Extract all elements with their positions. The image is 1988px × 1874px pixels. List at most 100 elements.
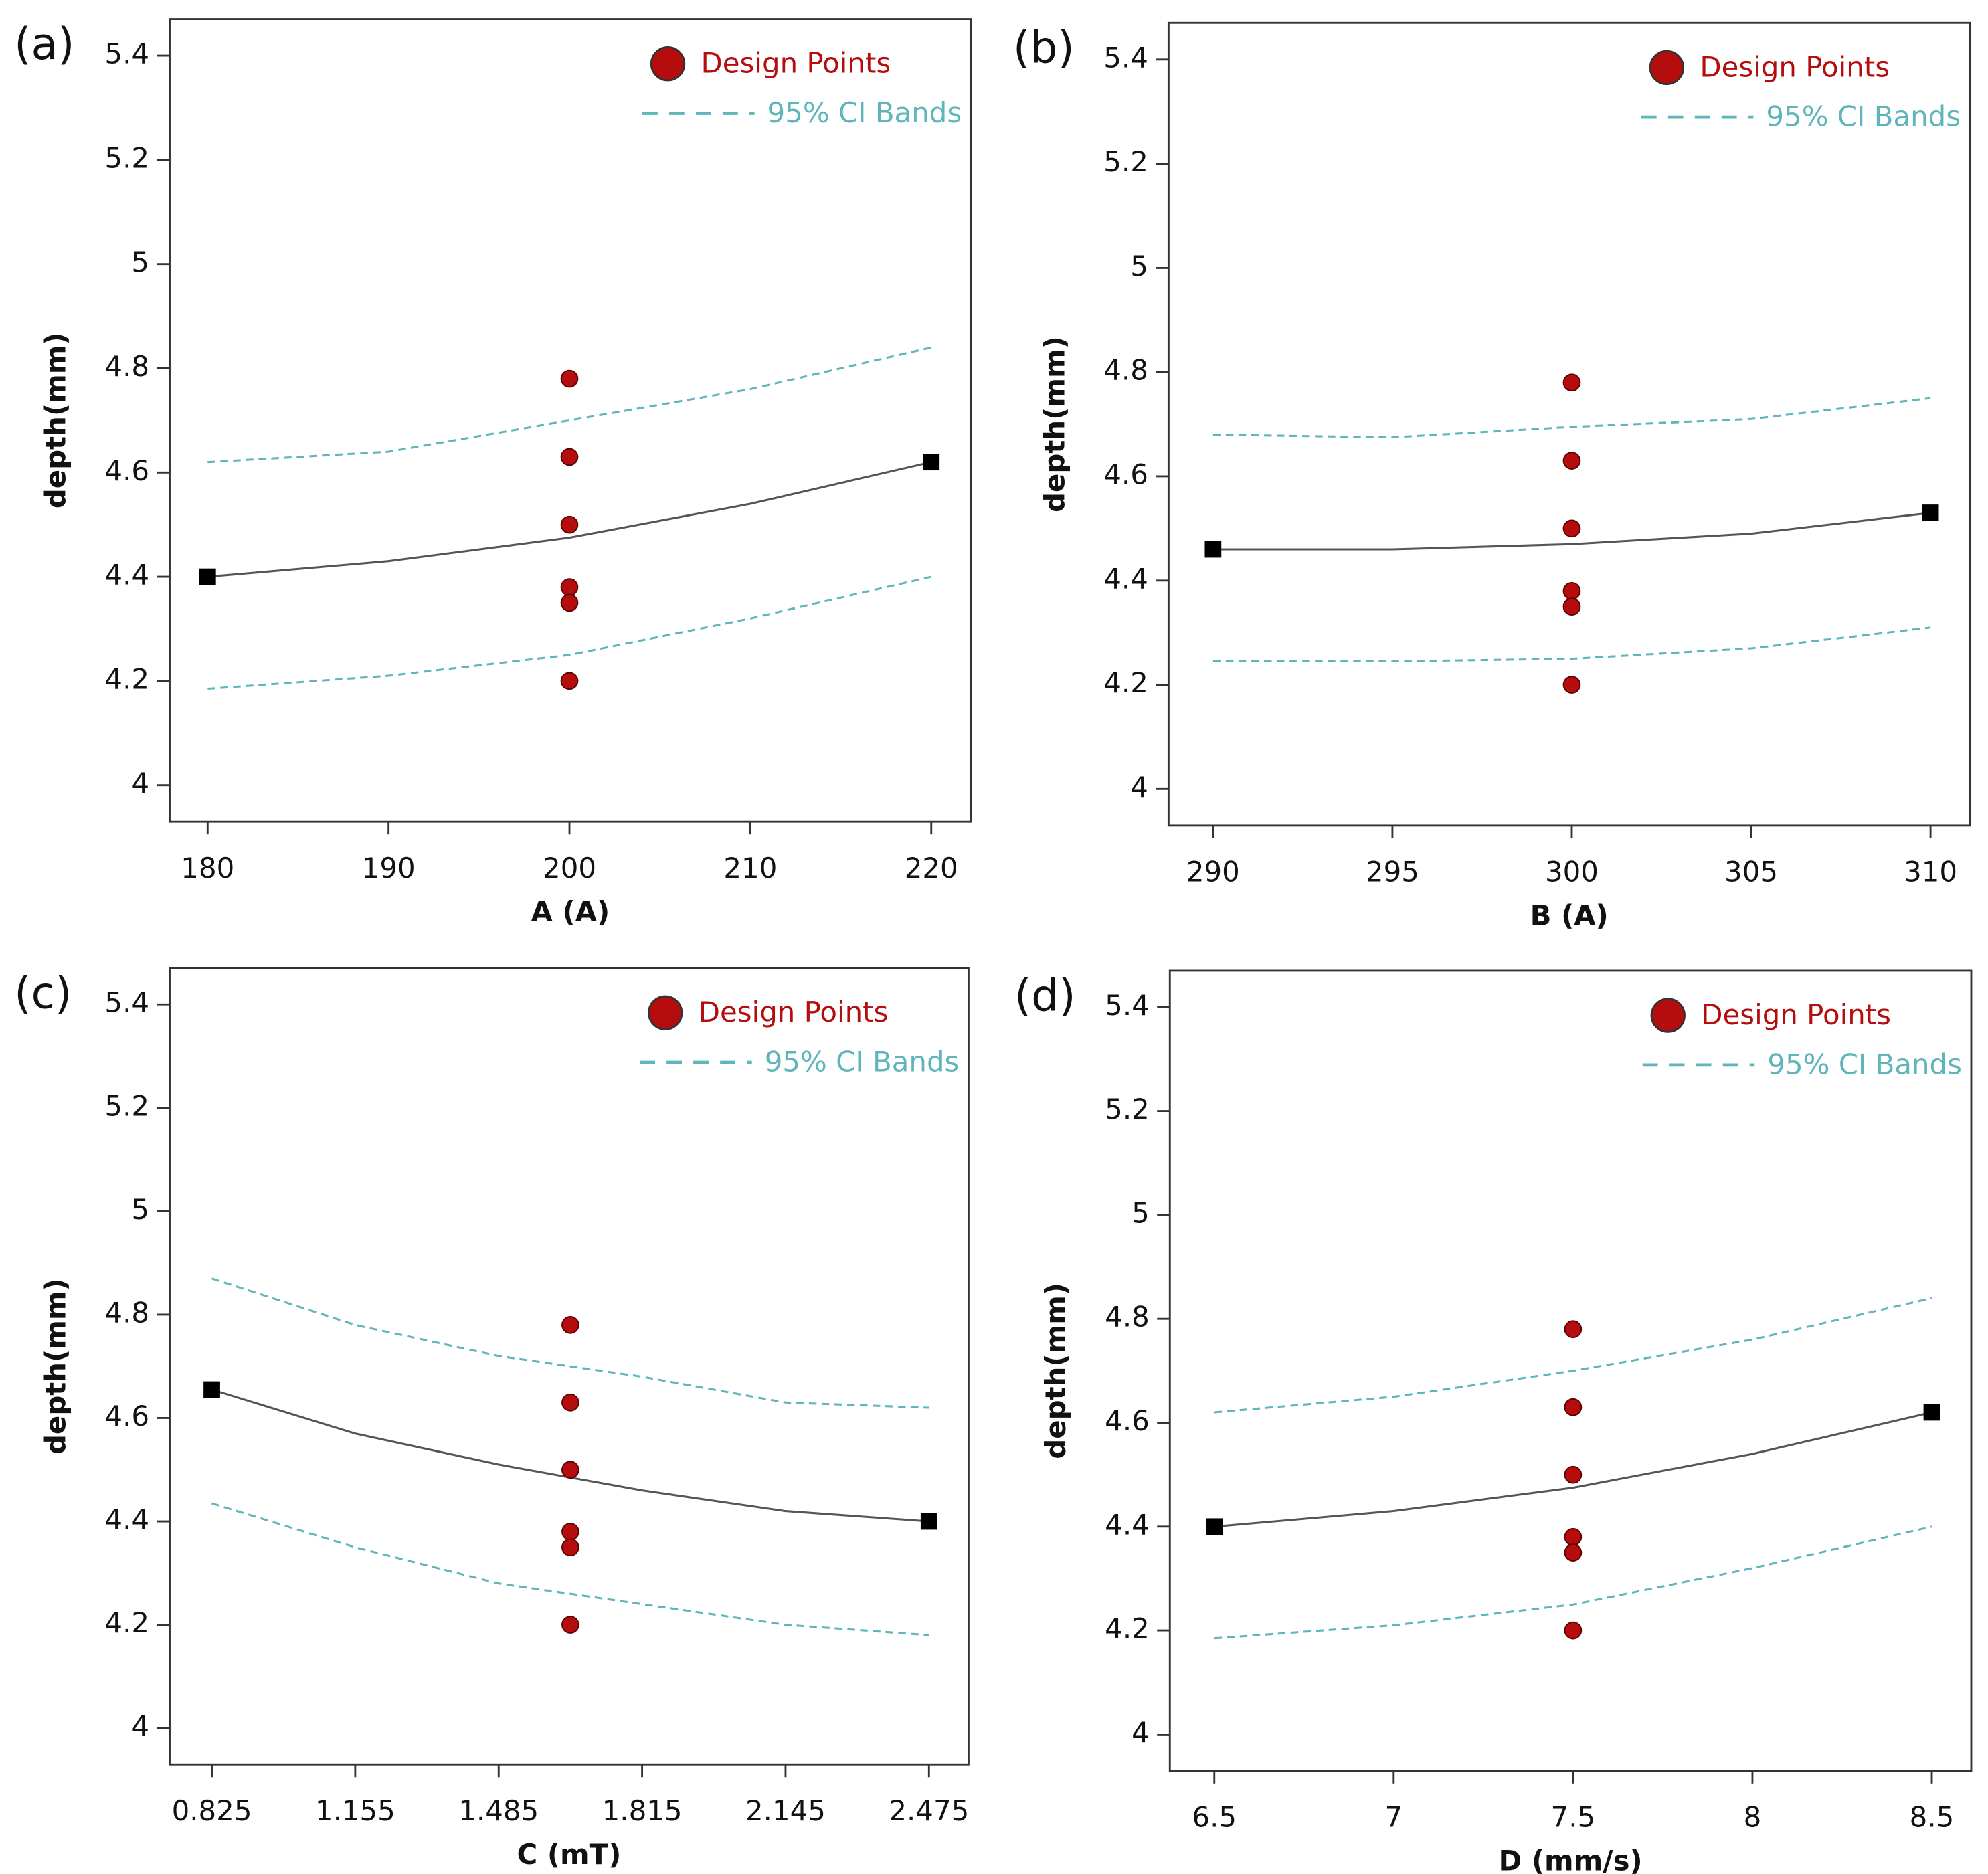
x-tick-label: 7.5 bbox=[1551, 1801, 1596, 1834]
legend-marker bbox=[650, 46, 686, 82]
x-axis-label: D (mm/s) bbox=[1499, 1844, 1643, 1874]
x-tick-label: 1.155 bbox=[315, 1794, 395, 1827]
y-tick-label: 4.8 bbox=[104, 1296, 149, 1329]
design-point bbox=[560, 578, 579, 596]
y-tick-label: 5 bbox=[1130, 250, 1148, 282]
design-point bbox=[560, 448, 579, 466]
y-tick-label: 5.2 bbox=[104, 141, 149, 174]
design-point bbox=[1564, 1398, 1583, 1416]
y-tick-label: 4.4 bbox=[104, 559, 149, 591]
plot-frame bbox=[1168, 969, 1973, 1772]
legend-marker bbox=[1650, 998, 1686, 1033]
y-tick-label: 4.4 bbox=[1105, 1508, 1150, 1541]
x-tick-label: 310 bbox=[1904, 856, 1957, 888]
plot-frame bbox=[1167, 21, 1971, 827]
fit-endpoint bbox=[199, 568, 216, 585]
design-point bbox=[1562, 373, 1581, 392]
design-point bbox=[560, 593, 579, 612]
x-tick-label: 1.485 bbox=[458, 1794, 539, 1827]
x-tick-label: 295 bbox=[1366, 856, 1419, 888]
ci-band-upper bbox=[1214, 1297, 1932, 1414]
x-tick-label: 180 bbox=[181, 852, 234, 884]
ci-band-upper bbox=[211, 1277, 929, 1409]
y-tick-label: 4.8 bbox=[1103, 354, 1148, 387]
ci-band-lower bbox=[1214, 1525, 1932, 1640]
x-tick-label: 8 bbox=[1744, 1801, 1762, 1834]
y-tick-label: 4.2 bbox=[1103, 666, 1148, 699]
ci-band-lower bbox=[207, 575, 932, 690]
x-tick-label: 305 bbox=[1724, 856, 1778, 888]
x-tick-label: 210 bbox=[723, 852, 777, 884]
fit-endpoint bbox=[203, 1381, 220, 1398]
y-tick-label: 4 bbox=[1132, 1716, 1150, 1749]
design-point bbox=[1564, 1543, 1583, 1562]
y-tick-label: 4.6 bbox=[104, 454, 149, 487]
fit-endpoint bbox=[1922, 504, 1939, 521]
fit-endpoint bbox=[1204, 541, 1222, 558]
x-tick-label: 220 bbox=[905, 852, 958, 884]
x-tick-label: 6.5 bbox=[1192, 1801, 1237, 1834]
y-tick-label: 5.2 bbox=[1103, 145, 1148, 178]
fit-line bbox=[1214, 1411, 1932, 1528]
fit-line bbox=[207, 461, 932, 578]
y-tick-label: 4.2 bbox=[104, 662, 149, 695]
design-point bbox=[1562, 582, 1581, 600]
fit-endpoint bbox=[1206, 1518, 1223, 1535]
design-point bbox=[1564, 1320, 1583, 1339]
design-point bbox=[1564, 1528, 1583, 1546]
design-point bbox=[560, 515, 579, 534]
fit-endpoint bbox=[923, 454, 940, 471]
y-tick-label: 4.4 bbox=[1103, 562, 1148, 595]
legend-label: 95% CI Bands bbox=[1767, 1048, 1962, 1081]
legend-label: Design Points bbox=[1700, 50, 1890, 83]
x-tick-label: 1.815 bbox=[602, 1794, 683, 1827]
panel-label: (d) bbox=[1014, 971, 1076, 1021]
panel-label: (c) bbox=[14, 969, 72, 1019]
x-tick-label: 2.145 bbox=[745, 1794, 826, 1827]
y-tick-label: 4.6 bbox=[1103, 458, 1148, 490]
y-tick-label: 4.6 bbox=[104, 1400, 149, 1432]
x-tick-label: 290 bbox=[1186, 856, 1240, 888]
design-point bbox=[1562, 597, 1581, 616]
plot-frame bbox=[169, 18, 972, 823]
legend-label: Design Points bbox=[701, 47, 891, 80]
x-axis-label: B (A) bbox=[1530, 899, 1609, 931]
design-point bbox=[1562, 452, 1581, 470]
x-tick-label: 0.825 bbox=[172, 1794, 252, 1827]
y-tick-label: 5.4 bbox=[104, 37, 149, 70]
y-tick-label: 5.4 bbox=[1105, 989, 1150, 1022]
x-tick-label: 300 bbox=[1545, 856, 1599, 888]
y-tick-label: 4.4 bbox=[104, 1503, 149, 1536]
design-point bbox=[560, 369, 579, 388]
y-axis-label: depth(mm) bbox=[1038, 336, 1071, 512]
x-tick-label: 200 bbox=[543, 852, 596, 884]
y-tick-label: 4.8 bbox=[1105, 1301, 1150, 1333]
y-axis-label: depth(mm) bbox=[1039, 1283, 1072, 1459]
y-tick-label: 4 bbox=[131, 1710, 149, 1743]
y-tick-label: 5.4 bbox=[1103, 41, 1148, 74]
legend-label: Design Points bbox=[699, 996, 889, 1028]
ci-band-upper bbox=[207, 346, 932, 464]
legend-label: 95% CI Bands bbox=[767, 96, 962, 129]
y-tick-label: 5.2 bbox=[104, 1089, 149, 1122]
design-point bbox=[1562, 676, 1581, 694]
design-point bbox=[561, 1461, 579, 1479]
y-tick-label: 5 bbox=[131, 246, 149, 278]
x-tick-label: 2.475 bbox=[889, 1794, 969, 1827]
ci-band-lower bbox=[211, 1502, 929, 1636]
fit-endpoint bbox=[920, 1513, 937, 1530]
legend-label: 95% CI Bands bbox=[765, 1045, 960, 1078]
y-tick-label: 5.4 bbox=[104, 986, 149, 1019]
legend-label: 95% CI Bands bbox=[1766, 100, 1961, 133]
y-tick-label: 5 bbox=[1132, 1196, 1150, 1229]
y-tick-label: 4.2 bbox=[104, 1606, 149, 1639]
design-point bbox=[1564, 1621, 1583, 1640]
design-point bbox=[1562, 519, 1581, 538]
x-axis-label: C (mT) bbox=[517, 1838, 622, 1871]
plot-frame bbox=[169, 967, 970, 1766]
y-tick-label: 4.2 bbox=[1105, 1612, 1150, 1645]
panel-label: (a) bbox=[14, 19, 74, 70]
design-point bbox=[561, 1316, 579, 1334]
panel-label: (b) bbox=[1013, 23, 1075, 74]
